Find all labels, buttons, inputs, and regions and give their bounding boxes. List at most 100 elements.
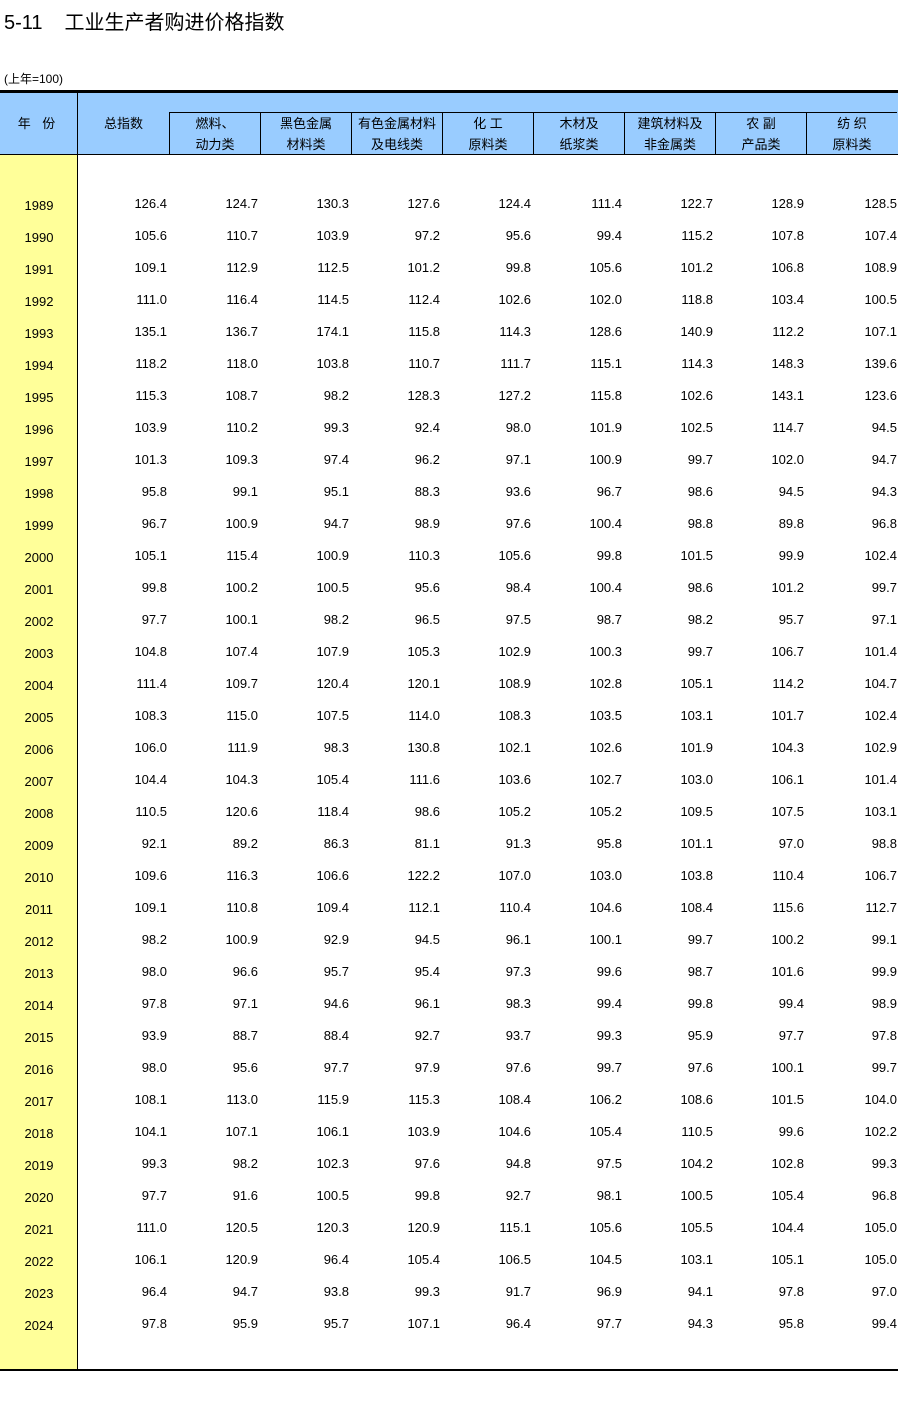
value-cell: 97.1 <box>505 452 531 467</box>
value-cell: 106.7 <box>771 644 804 659</box>
value-cell: 98.0 <box>141 964 167 979</box>
value-cell: 108.4 <box>680 900 713 915</box>
value-cell: 99.6 <box>596 964 622 979</box>
value-cell: 98.2 <box>323 388 349 403</box>
table-row: 2024 97.8 95.9 95.7 107.1 96.4 97.7 94.3 95.8 99.… <box>0 1308 898 1340</box>
value-cell: 110.8 <box>226 900 258 915</box>
value-cell: 97.2 <box>414 228 440 243</box>
table-bottom-rule <box>0 1369 898 1371</box>
value-cell: 109.6 <box>134 868 167 883</box>
value-cell: 103.1 <box>680 708 713 723</box>
table-row: 1998 95.8 99.1 95.1 88.3 93.6 96.7 98.6 94.5 94.3 <box>0 476 898 508</box>
value-cell: 136.7 <box>225 324 258 339</box>
table-row: 2022 106.1 120.9 96.4 105.4 106.5 104.5 103.1 10… <box>0 1244 898 1276</box>
value-cell: 114.3 <box>681 356 713 371</box>
value-cell: 97.4 <box>323 452 349 467</box>
value-cell: 148.3 <box>771 356 804 371</box>
value-cell: 101.9 <box>680 740 713 755</box>
value-cell: 99.8 <box>596 548 622 563</box>
value-cell: 100.5 <box>316 1188 349 1203</box>
value-cell: 103.9 <box>134 420 167 435</box>
header-category-line: 纸浆类 <box>559 137 599 152</box>
year-cell: 2018 <box>24 1126 54 1141</box>
value-cell: 116.3 <box>226 868 258 883</box>
value-cell: 95.6 <box>505 228 531 243</box>
table-row: 1993 135.1 136.7 174.1 115.8 114.3 128.6 140.9 1… <box>0 316 898 348</box>
value-cell: 95.4 <box>414 964 440 979</box>
value-cell: 104.0 <box>864 1092 897 1107</box>
year-cell: 2006 <box>24 742 54 757</box>
value-cell: 99.4 <box>871 1316 897 1331</box>
value-cell: 112.1 <box>408 900 440 915</box>
value-cell: 110.4 <box>499 900 531 915</box>
value-cell: 99.9 <box>778 548 804 563</box>
value-cell: 109.5 <box>680 804 713 819</box>
value-cell: 115.1 <box>590 356 622 371</box>
value-cell: 95.1 <box>323 484 349 499</box>
value-cell: 102.9 <box>864 740 897 755</box>
value-cell: 100.9 <box>225 932 258 947</box>
header-category-line: 建筑材料及 <box>637 116 703 131</box>
value-cell: 107.1 <box>407 1316 440 1331</box>
value-cell: 99.3 <box>141 1156 167 1171</box>
value-cell: 98.6 <box>414 804 440 819</box>
year-cell: 2016 <box>24 1062 54 1077</box>
value-cell: 109.1 <box>134 900 167 915</box>
value-cell: 115.9 <box>317 1092 349 1107</box>
value-cell: 108.7 <box>225 388 258 403</box>
value-cell: 107.4 <box>225 644 258 659</box>
value-cell: 106.5 <box>498 1252 531 1267</box>
year-cell: 2010 <box>24 870 54 885</box>
header-category: 纺 织原料类 <box>806 112 897 154</box>
value-cell: 100.5 <box>316 580 349 595</box>
value-cell: 114.7 <box>772 420 804 435</box>
value-cell: 97.6 <box>505 516 531 531</box>
table-row: 1996 103.9 110.2 99.3 92.4 98.0 101.9 102.5 114.… <box>0 412 898 444</box>
value-cell: 105.2 <box>498 804 531 819</box>
table-row: 2023 96.4 94.7 93.8 99.3 91.7 96.9 94.1 97.8 97.0 <box>0 1276 898 1308</box>
value-cell: 103.0 <box>589 868 622 883</box>
value-cell: 81.1 <box>414 836 440 851</box>
year-cell: 1994 <box>24 358 54 373</box>
value-cell: 118.4 <box>317 804 349 819</box>
value-cell: 115.2 <box>681 228 713 243</box>
header-category: 燃料、 动力类 <box>169 112 260 154</box>
value-cell: 115.1 <box>499 1220 531 1235</box>
value-cell: 127.6 <box>407 196 440 211</box>
value-cell: 109.1 <box>134 260 167 275</box>
year-cell: 2023 <box>24 1286 54 1301</box>
value-cell: 97.5 <box>596 1156 622 1171</box>
value-cell: 97.6 <box>505 1060 531 1075</box>
value-cell: 102.4 <box>864 548 897 563</box>
value-cell: 104.2 <box>680 1156 713 1171</box>
year-cell: 1993 <box>24 326 54 341</box>
header-category: 农 副产品类 <box>715 112 806 154</box>
value-cell: 111.6 <box>409 772 440 787</box>
value-cell: 98.2 <box>687 612 713 627</box>
value-cell: 103.5 <box>589 708 622 723</box>
value-cell: 99.8 <box>141 580 167 595</box>
value-cell: 102.7 <box>589 772 622 787</box>
value-cell: 106.0 <box>134 740 167 755</box>
table-row: 2021 111.0 120.5 120.3 120.9 115.1 105.6 105.5 1… <box>0 1212 898 1244</box>
header-category-line: 燃料、 <box>195 116 235 131</box>
value-cell: 106.1 <box>771 772 804 787</box>
value-cell: 105.6 <box>589 260 622 275</box>
value-cell: 98.0 <box>505 420 531 435</box>
year-cell: 2017 <box>24 1094 54 1109</box>
value-cell: 103.1 <box>680 1252 713 1267</box>
value-cell: 97.7 <box>596 1316 622 1331</box>
value-cell: 97.8 <box>871 1028 897 1043</box>
value-cell: 107.9 <box>316 644 349 659</box>
value-cell: 98.4 <box>505 580 531 595</box>
value-cell: 99.1 <box>871 932 897 947</box>
value-cell: 92.4 <box>414 420 440 435</box>
value-cell: 96.8 <box>871 1188 897 1203</box>
value-cell: 97.8 <box>141 1316 167 1331</box>
table-header: 年 份 总指数 燃料、 动力类 黑色金属 材料类 有色金属材料 及电线类化 工原料类 木材及… <box>0 93 898 155</box>
value-cell: 97.8 <box>141 996 167 1011</box>
year-cell: 2021 <box>24 1222 54 1237</box>
value-cell: 93.7 <box>505 1028 531 1043</box>
value-cell: 94.7 <box>232 1284 258 1299</box>
value-cell: 114.2 <box>772 676 804 691</box>
